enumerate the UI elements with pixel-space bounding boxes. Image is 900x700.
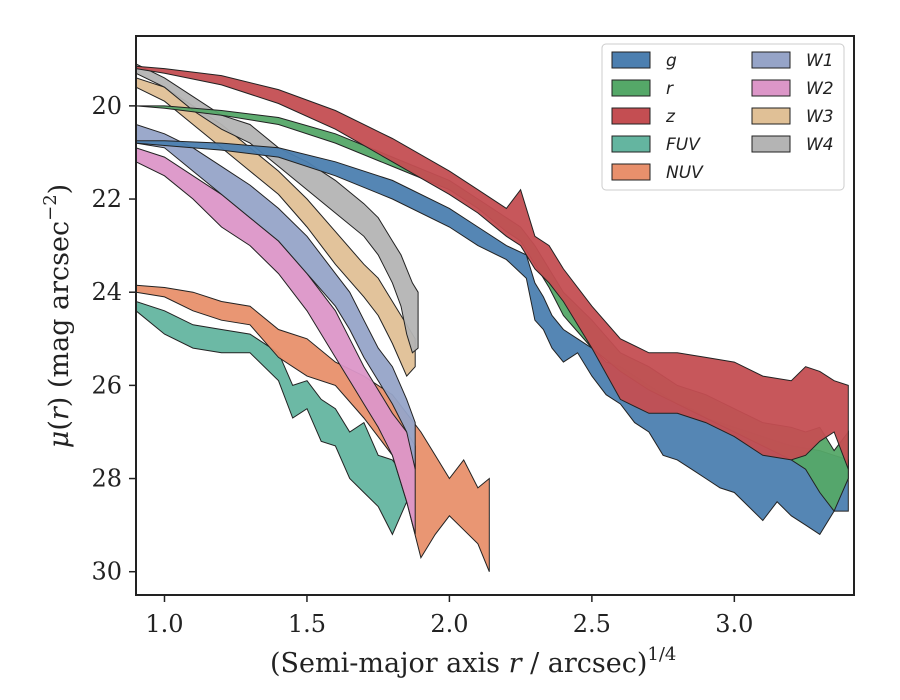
y-tick-label: 28 [91, 465, 122, 493]
legend-swatch-r [611, 79, 651, 97]
y-tick-label: 20 [91, 92, 122, 120]
legend-swatch-w1 [751, 51, 791, 69]
y-tick-label: 22 [91, 185, 122, 213]
legend-label-nuv: NUV [666, 163, 704, 183]
x-axis-title: (Semi-major axis r / arcsec)1/4 [270, 644, 676, 679]
legend-swatch-z [611, 107, 651, 125]
legend-label-w2: W2 [806, 79, 834, 99]
y-tick-label: 26 [91, 371, 122, 399]
legend-label-fuv: FUV [666, 135, 701, 155]
x-tick-label: 3.0 [715, 610, 753, 638]
x-tick-label: 2.5 [573, 610, 611, 638]
plot-frame [135, 35, 855, 596]
series-band-w3 [136, 77, 416, 378]
legend-label-z: z [665, 107, 676, 127]
series-layer [136, 63, 849, 572]
x-tick-label: 2.0 [430, 610, 468, 638]
x-tick-label: 1.5 [288, 610, 326, 638]
y-tick-label: 30 [91, 558, 122, 586]
legend-label-g: g [666, 51, 677, 71]
legend-swatch-w2 [751, 79, 791, 97]
legend: grz FUV NUV W1 W2 W3 W4 [601, 43, 845, 191]
series-band-g [136, 140, 849, 536]
legend-swatch-w4 [751, 135, 791, 153]
ticks-layer: 1.0 1.5 2.0 2.5 3.0 20 22 24 26 28 30 [91, 92, 753, 638]
legend-swatch-w3 [751, 107, 791, 125]
y-tick-label: 24 [91, 278, 122, 306]
legend-label-w3: W3 [806, 107, 834, 127]
series-band-z [136, 65, 849, 470]
legend-swatch-nuv [611, 163, 651, 181]
svg-text:μ(r) (mag arcsec−2): μ(r) (mag arcsec−2) [40, 184, 75, 448]
legend-label-r: r [666, 79, 674, 99]
legend-swatch-fuv [611, 135, 651, 153]
svg-text:(Semi-major axis r / arcsec)1/: (Semi-major axis r / arcsec)1/4 [270, 644, 676, 679]
x-tick-label: 1.0 [145, 610, 183, 638]
y-axis-title: μ(r) (mag arcsec−2) [40, 184, 75, 448]
series-band-w1 [136, 123, 416, 470]
legend-label-w4: W4 [806, 135, 834, 155]
legend-swatch-g [611, 51, 651, 69]
series-band-nuv [136, 284, 490, 572]
legend-label-w1: W1 [806, 51, 834, 71]
